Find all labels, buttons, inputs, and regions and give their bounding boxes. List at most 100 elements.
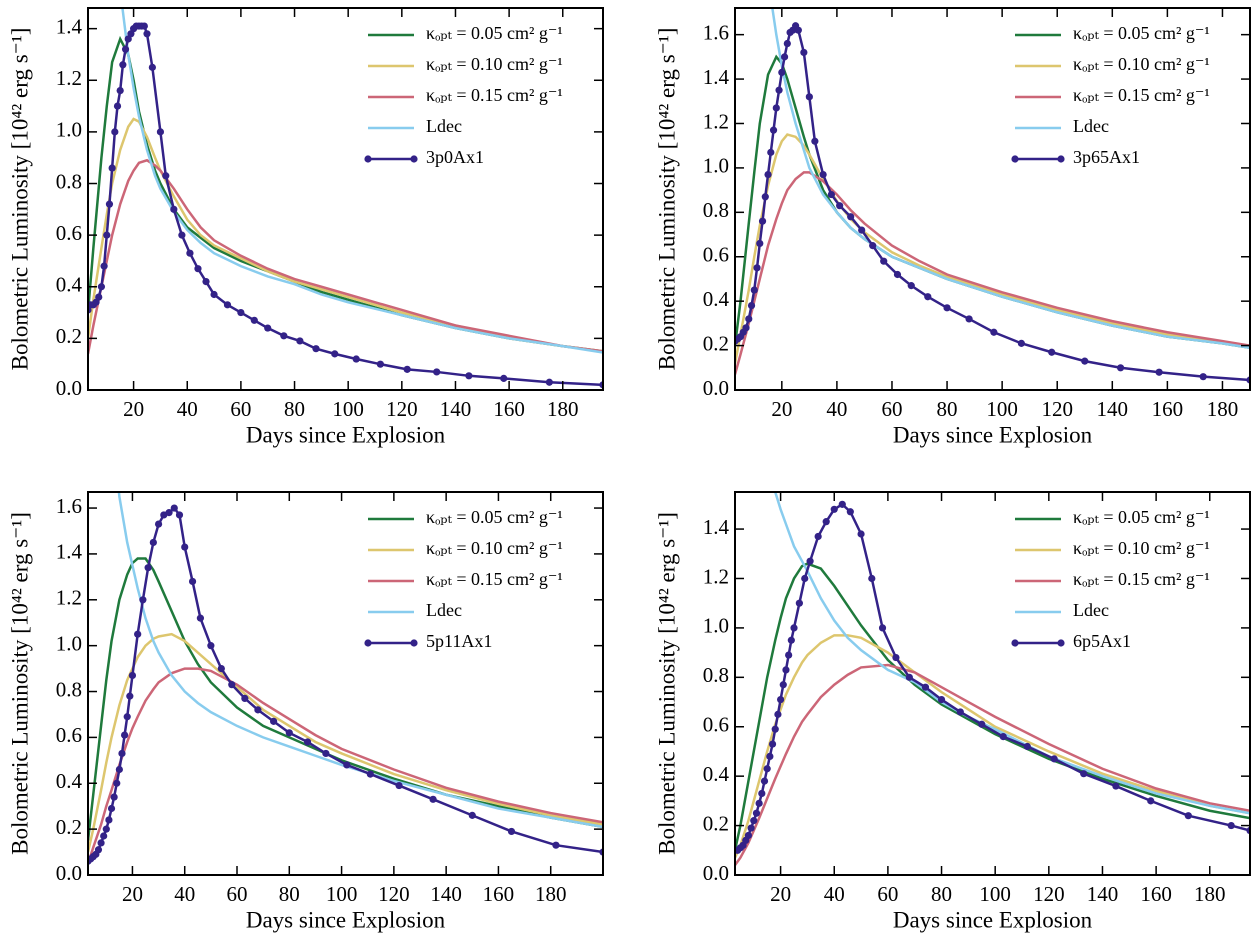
data-point — [144, 564, 152, 572]
y-tick-label: 1.2 — [703, 109, 729, 133]
legend-marker — [364, 639, 372, 647]
y-tick-label: 0.0 — [56, 376, 82, 400]
x-tick-label: 180 — [547, 397, 579, 421]
x-tick-label: 120 — [386, 397, 418, 421]
data-point — [782, 666, 790, 674]
data-point — [186, 249, 194, 257]
data-point — [747, 824, 755, 832]
data-point — [143, 30, 151, 38]
data-point — [237, 308, 245, 317]
data-point — [194, 265, 202, 273]
legend-marker — [410, 639, 418, 647]
y-tick-label: 0.0 — [703, 376, 729, 400]
data-point — [771, 725, 779, 733]
data-point — [905, 673, 913, 681]
legend-label: Ldec — [1073, 600, 1109, 620]
x-tick-label: 120 — [1033, 882, 1065, 906]
data-point — [113, 779, 121, 787]
x-tick-label: 20 — [123, 397, 144, 421]
data-point — [149, 538, 157, 547]
data-point — [937, 695, 946, 704]
legend-marker — [364, 155, 372, 163]
data-point — [764, 170, 772, 179]
data-point — [118, 749, 126, 758]
data-point — [780, 53, 789, 61]
data-point — [403, 365, 411, 373]
data-point — [241, 694, 249, 703]
data-point — [750, 817, 758, 825]
y-tick-label: 0.2 — [56, 324, 82, 348]
data-point — [1155, 368, 1163, 376]
legend-label: κₒₚₜ = 0.05 cm² g⁻¹ — [426, 507, 563, 527]
y-tick-label: 0.6 — [703, 713, 729, 737]
x-tick-label: 160 — [483, 882, 515, 906]
x-tick-label: 140 — [440, 397, 472, 421]
data-point — [126, 692, 134, 700]
data-point — [869, 242, 877, 250]
data-point — [156, 128, 165, 136]
data-point — [507, 827, 516, 836]
y-tick-label: 1.2 — [703, 564, 729, 588]
data-point — [1112, 782, 1120, 790]
legend-label: Ldec — [426, 600, 462, 620]
x-tick-label: 120 — [378, 882, 410, 906]
data-point — [100, 832, 108, 840]
y-tick-label: 1.4 — [56, 540, 83, 564]
data-point — [105, 200, 114, 208]
series-line — [88, 158, 603, 355]
data-point — [742, 324, 750, 332]
data-point — [806, 557, 814, 565]
data-point — [312, 345, 320, 353]
legend-label: κₒₚₜ = 0.10 cm² g⁻¹ — [1073, 54, 1210, 74]
series-line — [771, 8, 1250, 350]
data-point — [1081, 357, 1089, 365]
data-point — [170, 205, 178, 213]
data-point — [752, 809, 761, 817]
series-line — [88, 632, 603, 853]
data-point — [766, 752, 774, 760]
data-point — [790, 624, 798, 632]
x-tick-label: 60 — [227, 882, 248, 906]
series-line — [735, 663, 1250, 866]
y-tick-label: 1.0 — [703, 614, 729, 638]
data-point — [100, 262, 108, 270]
axes-frame — [734, 7, 1251, 391]
x-tick-label: 100 — [986, 397, 1018, 421]
data-point — [97, 839, 105, 847]
data-point — [778, 68, 786, 77]
data-point — [787, 636, 795, 644]
data-point — [139, 596, 147, 604]
x-tick-label: 40 — [174, 882, 195, 906]
data-point — [1199, 373, 1207, 381]
data-point — [755, 799, 763, 807]
data-point — [779, 681, 787, 689]
data-point — [94, 846, 103, 854]
data-point — [433, 368, 441, 376]
data-point — [111, 128, 119, 136]
x-tick-label: 60 — [877, 882, 898, 906]
data-point — [128, 671, 137, 680]
y-axis-label: Bolometric Luminosity [10⁴² erg s⁻¹] — [654, 512, 679, 855]
y-tick-label: 1.0 — [703, 154, 729, 178]
y-tick-label: 0.8 — [703, 663, 729, 687]
data-point — [758, 789, 766, 798]
data-point — [102, 825, 110, 833]
data-point — [165, 509, 173, 517]
y-tick-label: 1.4 — [703, 515, 730, 539]
y-axis-label: Bolometric Luminosity [10⁴² erg s⁻¹] — [7, 28, 32, 371]
x-axis-label: Days since Explosion — [893, 422, 1093, 447]
legend-label: κₒₚₜ = 0.05 cm² g⁻¹ — [426, 23, 563, 43]
data-point — [1147, 797, 1155, 805]
data-point — [119, 61, 127, 69]
x-tick-label: 160 — [493, 397, 525, 421]
y-tick-label: 1.6 — [703, 20, 729, 44]
data-point — [366, 770, 374, 778]
data-point — [924, 293, 932, 301]
x-tick-label: 20 — [771, 397, 792, 421]
data-point — [783, 39, 791, 48]
data-point — [121, 45, 130, 53]
data-point — [822, 518, 830, 526]
data-point — [811, 137, 819, 145]
y-tick-label: 0.4 — [56, 273, 83, 297]
data-point — [921, 683, 930, 691]
